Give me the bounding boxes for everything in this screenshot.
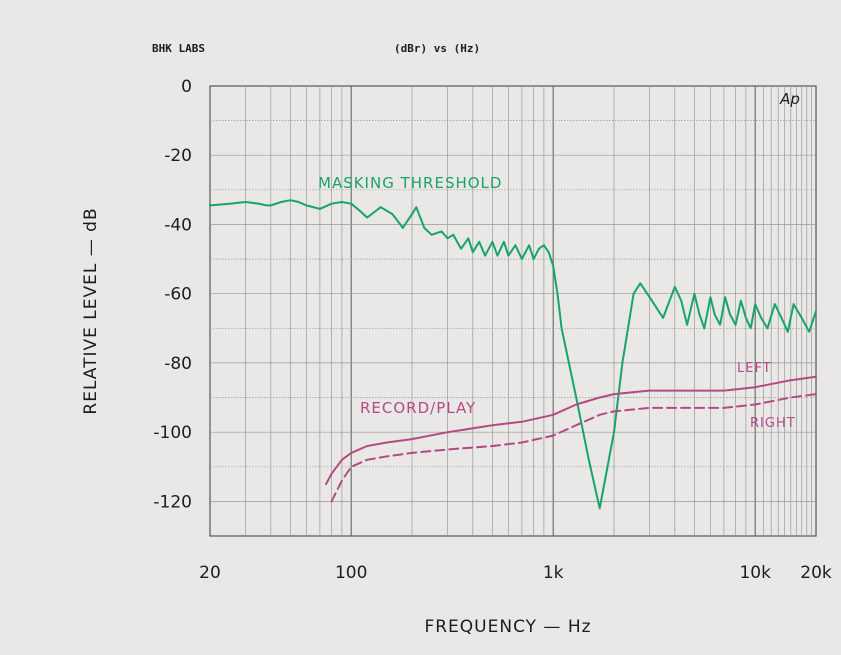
plot-area [209, 85, 817, 537]
annotation-masking-threshold: MASKING THRESHOLD [318, 174, 502, 192]
y-tick-label: -20 [164, 146, 192, 166]
series-right [330, 393, 817, 503]
annotation-left: LEFT [737, 361, 772, 376]
y-axis-label: RELATIVE LEVEL — dB [81, 207, 101, 414]
header-lab-name: BHK LABS [152, 42, 205, 55]
series-layer [209, 199, 817, 510]
y-tick-label: -100 [153, 423, 192, 443]
x-tick-label: 1k [543, 563, 564, 583]
y-tick-label: -80 [164, 354, 192, 374]
annotation-record-play: RECORD/PLAY [360, 399, 476, 417]
annotation-right: RIGHT [750, 416, 796, 431]
ap-mark: Ap [779, 90, 800, 108]
header-units: (dBr) vs (Hz) [394, 42, 480, 55]
y-tick-label: -60 [164, 285, 192, 305]
series-left [325, 375, 817, 486]
x-tick-label: 100 [335, 563, 367, 583]
y-tick-label: 0 [181, 77, 192, 97]
x-tick-label: 10k [739, 563, 771, 583]
series-masking-threshold [209, 199, 817, 510]
x-tick-label: 20k [800, 563, 832, 583]
annotations-layer: MASKING THRESHOLD RECORD/PLAY LEFT RIGHT [318, 174, 796, 431]
tick-labels: 20 100 1k 10k 20k 0 -20 -40 -60 -80 -100 -120 [153, 77, 831, 583]
y-tick-label: -40 [164, 216, 192, 236]
y-tick-label: -120 [153, 492, 192, 512]
x-tick-label: 20 [199, 563, 221, 583]
x-axis-label: FREQUENCY — Hz [424, 617, 591, 637]
grid-lines [210, 86, 816, 536]
